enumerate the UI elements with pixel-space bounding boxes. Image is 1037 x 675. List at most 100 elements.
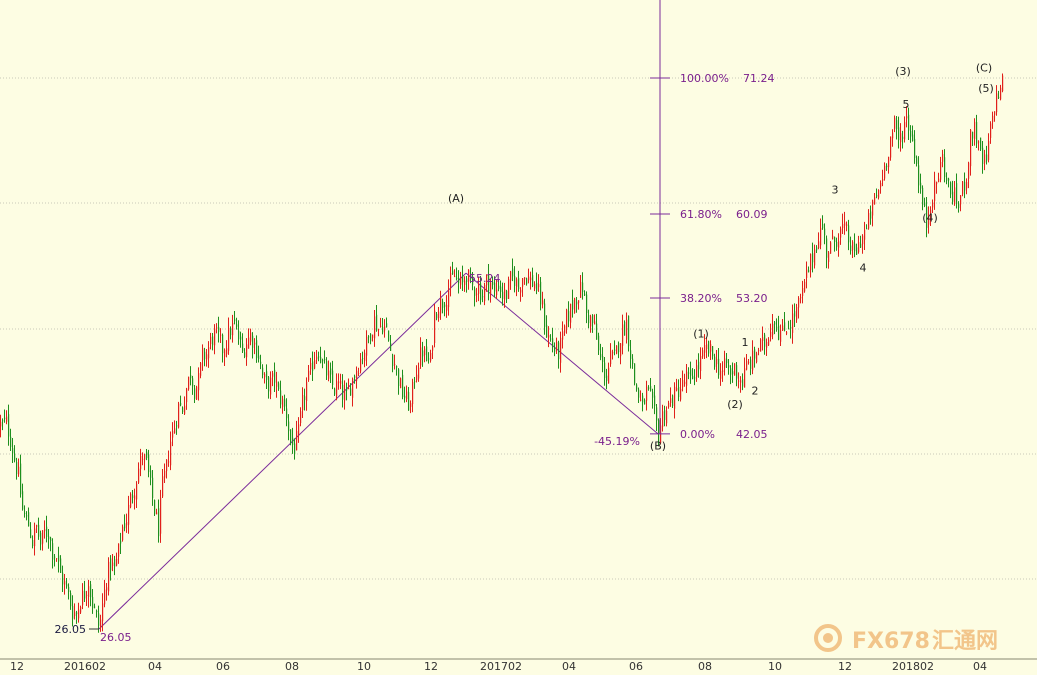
- candle: [178, 401, 180, 429]
- candle-body: [166, 459, 168, 472]
- candle-body: [184, 405, 186, 414]
- candle-body: [358, 373, 360, 375]
- candle: [38, 517, 40, 540]
- candle-body: [178, 403, 180, 428]
- candle: [574, 297, 576, 314]
- candle-body: [606, 375, 608, 381]
- x-tick-label: 04: [562, 660, 576, 673]
- candle-body: [906, 116, 908, 119]
- candle-body: [370, 333, 372, 342]
- candle: [724, 350, 726, 376]
- candle: [762, 326, 764, 351]
- candle-body: [110, 558, 112, 571]
- candle: [548, 326, 550, 348]
- candle-body: [570, 303, 572, 323]
- candle: [312, 351, 314, 381]
- candle: [50, 536, 52, 552]
- candle: [848, 219, 850, 251]
- candle-body: [852, 241, 854, 251]
- candle: [456, 267, 458, 281]
- candle: [998, 90, 1000, 100]
- candle: [602, 347, 604, 373]
- candle-body: [270, 377, 272, 395]
- candle-body: [648, 387, 650, 389]
- candle: [840, 226, 842, 245]
- candle-body: [314, 360, 316, 369]
- candle-body: [480, 283, 482, 300]
- candle: [24, 505, 26, 518]
- candle: [742, 373, 744, 391]
- candle: [906, 106, 908, 128]
- candle: [646, 380, 648, 411]
- x-tick-label: 201802: [892, 660, 934, 673]
- candle: [578, 300, 580, 310]
- candle-body: [160, 497, 162, 534]
- fib-ratio-label: 100.00%: [680, 72, 729, 85]
- candle: [772, 314, 774, 340]
- candle-body: [398, 369, 400, 387]
- candle: [420, 337, 422, 369]
- candle-body: [312, 361, 314, 371]
- candle: [586, 291, 588, 324]
- candle: [920, 173, 922, 194]
- candle: [316, 350, 318, 364]
- candle-body: [268, 377, 270, 392]
- candle-body: [866, 228, 868, 230]
- candle: [810, 253, 812, 278]
- candle: [56, 558, 58, 562]
- candle-body: [64, 581, 66, 585]
- candle: [362, 351, 364, 365]
- candle-body: [30, 529, 32, 539]
- candle: [726, 352, 728, 369]
- candle: [112, 553, 114, 572]
- candle-body: [838, 241, 840, 248]
- candle: [504, 282, 506, 308]
- candle: [216, 323, 218, 334]
- candle: [902, 130, 904, 149]
- candle-body: [956, 183, 958, 202]
- candle-body: [840, 228, 842, 238]
- candle-body: [56, 558, 58, 560]
- candle-body: [688, 372, 690, 374]
- candle: [816, 245, 818, 254]
- candle: [560, 331, 562, 373]
- watermark-suffix: 汇通网: [932, 629, 998, 654]
- wave-label: 2: [752, 385, 759, 398]
- candle-body: [34, 528, 36, 547]
- candle-body: [558, 342, 560, 360]
- candle-body: [974, 121, 976, 139]
- candle-body: [148, 454, 150, 473]
- candle-body: [304, 396, 306, 401]
- candle: [396, 365, 398, 376]
- candle-body: [432, 346, 434, 351]
- candle-body: [714, 356, 716, 367]
- candle-body: [850, 245, 852, 252]
- candle-body: [534, 283, 536, 289]
- candle: [796, 303, 798, 323]
- candle: [36, 524, 38, 533]
- candle: [590, 314, 592, 333]
- candle-body: [712, 346, 714, 357]
- candle: [854, 233, 856, 258]
- candle: [46, 515, 48, 543]
- candle: [494, 276, 496, 298]
- candle-body: [72, 605, 74, 619]
- candle-body: [532, 275, 534, 287]
- candle: [702, 347, 704, 359]
- candle: [824, 223, 826, 245]
- candle-body: [466, 278, 468, 282]
- candle: [718, 348, 720, 379]
- candle: [136, 481, 138, 508]
- candle: [928, 206, 930, 234]
- candle-body: [700, 355, 702, 372]
- wave-label: 3: [832, 183, 839, 196]
- candle-body: [192, 378, 194, 387]
- candle: [652, 388, 654, 409]
- candle: [476, 287, 478, 303]
- candle: [882, 169, 884, 187]
- candle: [832, 229, 834, 240]
- candle-body: [8, 414, 10, 437]
- candle: [74, 603, 76, 620]
- candle: [506, 289, 508, 304]
